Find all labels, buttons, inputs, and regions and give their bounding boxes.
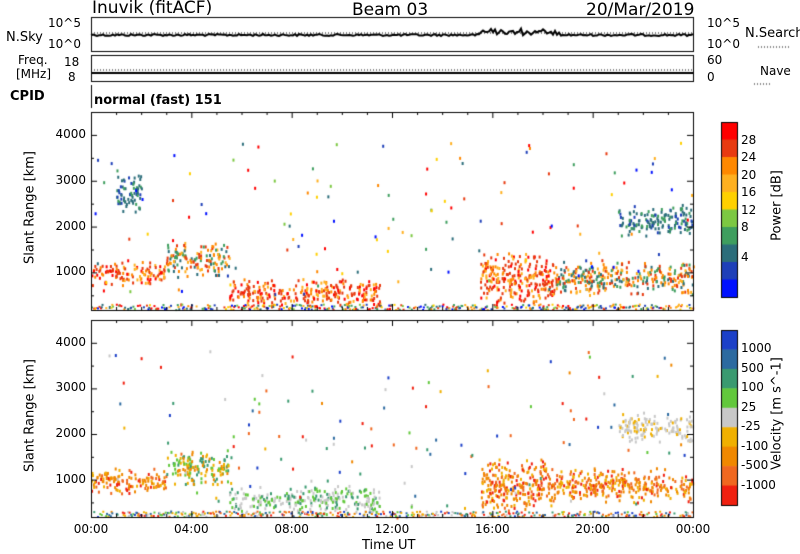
freq-tick-low: 8 (68, 70, 76, 84)
power-colorbar-tick: 16 (741, 185, 757, 199)
nsky-tick-low: 10^0 (48, 37, 81, 51)
velocity-colorbar-tick: 500 (741, 360, 764, 375)
velocity-colorbar-tick: -25 (741, 419, 761, 434)
cpid-value: normal (fast) 151 (94, 93, 222, 108)
x-tick-label: 16:00 (475, 522, 510, 536)
nsearch-tick-high: 10^5 (707, 16, 740, 30)
velocity-y-tick: 2000 (55, 426, 86, 440)
velocity-y-tick: 4000 (55, 334, 86, 349)
freq-label-line2: [MHz] (16, 67, 52, 81)
x-tick-label: 20:00 (575, 522, 610, 536)
power-colorbar-tick: 24 (741, 150, 757, 164)
power-colorbar-tick: 4 (741, 249, 749, 264)
x-tick-label: 12:00 (374, 522, 410, 536)
station-title: Inuvik (fitACF) (92, 0, 213, 18)
velocity-colorbar-tick: 100 (741, 380, 764, 395)
power-y-tick: 3000 (55, 172, 86, 187)
velocity-colorbar-tick: -500 (741, 458, 769, 473)
x-tick-label: 08:00 (274, 522, 309, 536)
x-axis-label: Time UT (362, 538, 416, 553)
nave-tick-low: 0 (707, 70, 715, 84)
x-tick-label: 00:00 (675, 522, 711, 536)
power-colorbar-tick: 8 (741, 220, 749, 234)
power-y-tick: 1000 (55, 264, 86, 279)
x-tick-label: 04:00 (174, 522, 209, 536)
velocity-colorbar-tick: -1000 (741, 477, 776, 492)
x-tick-label: 00:00 (73, 522, 109, 536)
date-title: 20/Mar/2019 (586, 0, 695, 20)
velocity-colorbar-label: Velocity [m s^-1] (769, 357, 785, 470)
velocity-colorbar-tick: 1000 (741, 341, 772, 356)
power-panel-ylabel: Slant Range [km] (22, 151, 38, 264)
power-y-tick: 2000 (55, 218, 86, 233)
nave-label: Nave (760, 64, 791, 78)
power-colorbar-label: Power [dB] (769, 170, 785, 241)
nsky-label: N.Sky (6, 30, 43, 45)
nsearch-label: N.Search (745, 26, 800, 41)
beam-title: Beam 03 (352, 0, 429, 20)
freq-tick-high: 18 (64, 55, 80, 69)
velocity-y-tick: 1000 (55, 471, 86, 486)
nsky-tick-high: 10^5 (48, 16, 81, 30)
velocity-y-tick: 3000 (55, 380, 86, 395)
power-y-tick: 4000 (55, 126, 86, 141)
nsearch-tick-low: 10^0 (707, 37, 740, 51)
power-colorbar-tick: 28 (741, 132, 757, 147)
velocity-panel-ylabel: Slant Range [km] (22, 359, 38, 472)
power-colorbar-tick: 20 (741, 167, 757, 182)
velocity-colorbar-tick: -100 (741, 438, 769, 453)
power-colorbar-tick: 12 (741, 202, 757, 217)
nave-tick-high: 60 (707, 53, 723, 67)
cpid-label: CPID (10, 89, 45, 104)
velocity-colorbar-tick: 25 (741, 399, 757, 414)
freq-label-line1: Freq. (18, 53, 48, 67)
